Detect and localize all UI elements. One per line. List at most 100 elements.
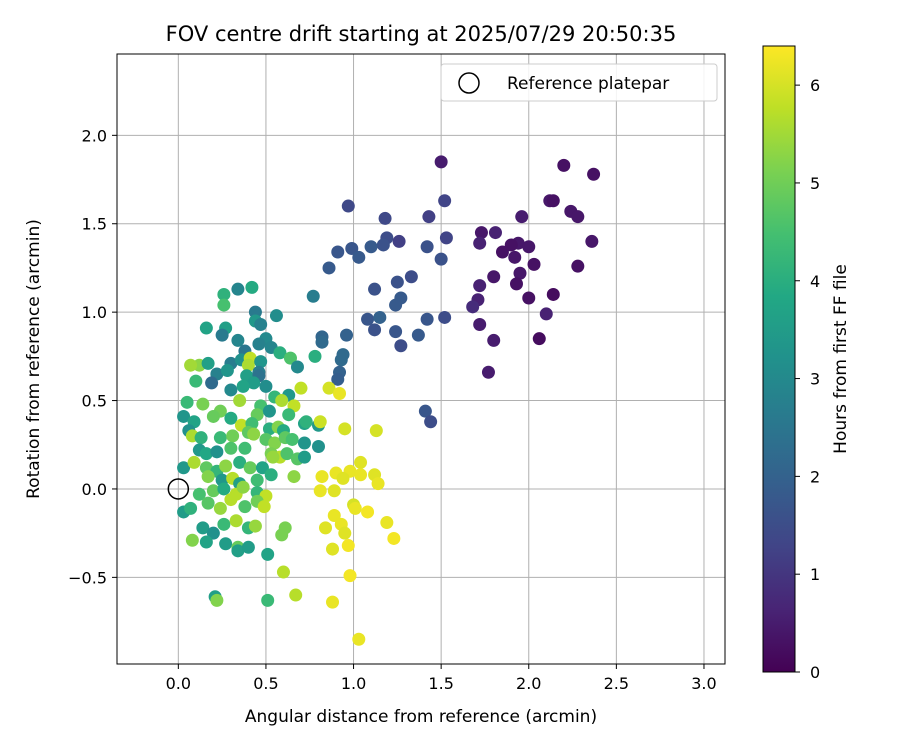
data-point	[213, 431, 227, 445]
data-point	[368, 323, 382, 337]
data-point	[315, 335, 329, 349]
data-point	[275, 394, 289, 408]
data-point	[495, 245, 509, 259]
x-tick-label: 0.0	[166, 674, 191, 693]
data-point	[527, 257, 541, 271]
data-point	[390, 275, 404, 289]
data-point	[254, 318, 268, 332]
data-point	[354, 468, 368, 482]
data-point	[210, 593, 224, 607]
data-point	[313, 415, 327, 429]
data-point	[331, 372, 345, 386]
data-point	[488, 226, 502, 240]
data-point	[231, 544, 245, 558]
data-point	[201, 496, 215, 510]
data-point	[336, 348, 350, 362]
data-point	[392, 234, 406, 248]
data-point	[224, 383, 238, 397]
data-point	[361, 505, 375, 519]
data-point	[289, 588, 303, 602]
data-point	[261, 593, 275, 607]
data-point	[487, 333, 501, 347]
data-point	[557, 158, 571, 172]
data-point	[439, 231, 453, 245]
data-point	[474, 226, 488, 240]
data-point	[361, 312, 375, 326]
data-point	[233, 455, 247, 469]
data-point	[311, 440, 325, 454]
data-point	[257, 500, 271, 514]
scatter-points	[177, 155, 601, 646]
data-point	[438, 310, 452, 324]
data-point	[184, 501, 198, 515]
data-point	[233, 394, 247, 408]
data-point	[252, 337, 266, 351]
data-point	[255, 461, 269, 475]
data-point	[513, 266, 527, 280]
data-point	[308, 349, 322, 363]
data-point	[508, 250, 522, 264]
data-point	[238, 441, 252, 455]
data-point	[238, 500, 252, 514]
data-point	[290, 360, 304, 374]
data-point	[177, 409, 191, 423]
data-point	[264, 468, 278, 482]
data-point	[515, 210, 529, 224]
y-tick-label: 1.5	[82, 215, 107, 234]
data-point	[481, 365, 495, 379]
data-point	[282, 408, 296, 422]
data-point	[434, 252, 448, 266]
data-point	[509, 277, 523, 291]
data-point	[250, 473, 264, 487]
data-point	[196, 397, 210, 411]
data-point	[199, 447, 213, 461]
data-point	[504, 238, 518, 252]
data-point	[201, 356, 215, 370]
data-point	[364, 240, 378, 254]
data-point	[217, 298, 231, 312]
data-point	[389, 298, 403, 312]
data-point	[224, 441, 238, 455]
data-point	[206, 484, 220, 498]
colorbar-ticks: 0 1 2 3 4 5 6	[795, 76, 820, 682]
data-point	[254, 355, 268, 369]
data-point	[322, 381, 336, 395]
data-point	[420, 240, 434, 254]
data-point	[236, 379, 250, 393]
data-point	[522, 291, 536, 305]
x-tick-label: 2.5	[604, 674, 629, 693]
data-point	[546, 287, 560, 301]
data-point	[185, 533, 199, 547]
data-point	[199, 321, 213, 335]
data-point	[322, 261, 336, 275]
data-point	[217, 287, 231, 301]
data-point	[394, 339, 408, 353]
data-point	[404, 270, 418, 284]
y-axis-ticks: −0.5 0.0 0.5 1.0 1.5 2.0	[68, 126, 117, 587]
x-axis-ticks: 0.0 0.5 1.0 1.5 2.0 2.5 3.0	[166, 664, 717, 693]
data-point	[326, 542, 340, 556]
data-point	[420, 312, 434, 326]
data-point	[333, 386, 347, 400]
data-point	[210, 445, 224, 459]
x-tick-label: 3.0	[691, 674, 716, 693]
colorbar-tick-label: 3	[810, 370, 820, 389]
data-point	[571, 259, 585, 273]
data-point	[585, 234, 599, 248]
data-point	[438, 194, 452, 208]
data-point	[299, 415, 313, 429]
data-point	[352, 632, 366, 646]
data-point	[389, 325, 403, 339]
plot-frame	[116, 53, 726, 665]
data-point	[422, 210, 436, 224]
colorbar-tick-label: 0	[810, 663, 820, 682]
y-tick-label: −0.5	[68, 568, 107, 587]
data-point	[177, 461, 191, 475]
data-point	[571, 210, 585, 224]
colorbar-tick-label: 2	[810, 467, 820, 486]
data-point	[280, 447, 294, 461]
colorbar-tick-label: 1	[810, 565, 820, 584]
data-point	[217, 482, 231, 496]
data-point	[283, 351, 297, 365]
